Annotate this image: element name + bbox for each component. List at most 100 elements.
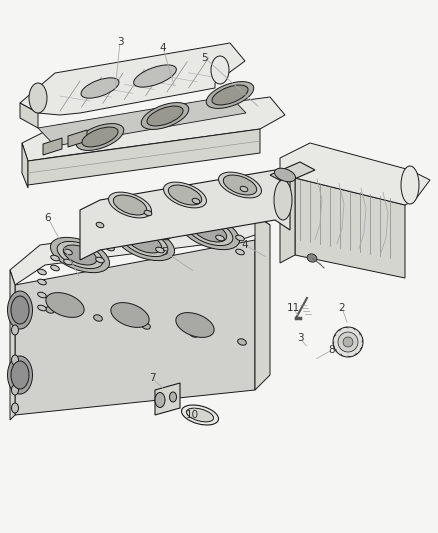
Polygon shape: [255, 215, 270, 390]
Ellipse shape: [155, 247, 164, 253]
Ellipse shape: [144, 211, 152, 216]
Ellipse shape: [113, 195, 147, 215]
Polygon shape: [22, 97, 285, 161]
Ellipse shape: [11, 355, 18, 365]
Ellipse shape: [176, 313, 214, 337]
Ellipse shape: [11, 361, 29, 389]
Polygon shape: [20, 103, 38, 128]
Text: 5: 5: [201, 53, 208, 63]
Polygon shape: [10, 270, 15, 420]
Ellipse shape: [64, 245, 97, 265]
Ellipse shape: [338, 332, 358, 352]
Ellipse shape: [76, 124, 124, 150]
Text: 10: 10: [185, 410, 198, 420]
Polygon shape: [38, 96, 246, 146]
Ellipse shape: [161, 234, 170, 240]
Ellipse shape: [57, 241, 103, 269]
Ellipse shape: [215, 235, 224, 241]
Ellipse shape: [11, 385, 18, 395]
Ellipse shape: [11, 403, 18, 413]
Ellipse shape: [275, 168, 296, 182]
Polygon shape: [280, 178, 295, 263]
Ellipse shape: [343, 337, 353, 347]
Ellipse shape: [236, 235, 244, 241]
Ellipse shape: [7, 291, 32, 329]
Ellipse shape: [307, 254, 317, 262]
Ellipse shape: [109, 192, 152, 218]
Ellipse shape: [106, 245, 114, 251]
Text: 4: 4: [160, 43, 166, 53]
Ellipse shape: [64, 259, 72, 265]
Ellipse shape: [238, 339, 246, 345]
Text: 6: 6: [45, 213, 51, 223]
Ellipse shape: [155, 392, 165, 408]
Text: 11: 11: [286, 303, 300, 313]
Ellipse shape: [51, 255, 59, 261]
Polygon shape: [295, 178, 405, 278]
Polygon shape: [80, 170, 290, 260]
Ellipse shape: [181, 405, 219, 425]
Text: 3: 3: [117, 37, 124, 47]
Polygon shape: [10, 215, 270, 285]
Ellipse shape: [50, 237, 110, 273]
Ellipse shape: [46, 307, 54, 313]
Ellipse shape: [38, 269, 46, 275]
Ellipse shape: [46, 293, 84, 317]
Ellipse shape: [206, 82, 254, 108]
Ellipse shape: [81, 78, 119, 98]
Polygon shape: [20, 43, 245, 115]
Ellipse shape: [38, 292, 46, 298]
Polygon shape: [280, 143, 430, 205]
Ellipse shape: [187, 408, 214, 422]
Ellipse shape: [168, 185, 202, 205]
Ellipse shape: [401, 166, 419, 204]
Ellipse shape: [38, 305, 46, 311]
Ellipse shape: [219, 172, 261, 198]
Ellipse shape: [221, 222, 230, 228]
Ellipse shape: [96, 222, 104, 228]
Ellipse shape: [122, 229, 168, 256]
Polygon shape: [43, 138, 62, 155]
Ellipse shape: [212, 85, 248, 105]
Ellipse shape: [95, 257, 104, 263]
Ellipse shape: [134, 65, 177, 87]
Ellipse shape: [141, 102, 189, 130]
Ellipse shape: [64, 249, 72, 255]
Text: 3: 3: [297, 333, 303, 343]
Ellipse shape: [111, 303, 149, 327]
Ellipse shape: [223, 175, 257, 195]
Polygon shape: [28, 129, 260, 185]
Ellipse shape: [82, 127, 118, 147]
Polygon shape: [68, 130, 87, 147]
Ellipse shape: [116, 225, 175, 261]
Polygon shape: [155, 383, 180, 415]
Ellipse shape: [274, 180, 292, 220]
Text: 8: 8: [328, 345, 336, 355]
Ellipse shape: [240, 186, 248, 192]
Ellipse shape: [141, 323, 150, 329]
Ellipse shape: [128, 233, 162, 253]
Ellipse shape: [180, 214, 240, 249]
Text: 4: 4: [242, 240, 248, 250]
Ellipse shape: [51, 265, 59, 271]
Text: 7: 7: [148, 373, 155, 383]
Ellipse shape: [38, 279, 46, 285]
Ellipse shape: [94, 315, 102, 321]
Ellipse shape: [333, 327, 363, 357]
Ellipse shape: [192, 198, 200, 204]
Polygon shape: [22, 143, 28, 188]
Ellipse shape: [147, 106, 183, 126]
Ellipse shape: [11, 296, 29, 324]
Ellipse shape: [29, 83, 47, 113]
Polygon shape: [270, 162, 315, 183]
Ellipse shape: [163, 182, 206, 208]
Ellipse shape: [7, 356, 32, 394]
Ellipse shape: [193, 222, 227, 242]
Ellipse shape: [170, 392, 177, 402]
Ellipse shape: [190, 331, 198, 337]
Ellipse shape: [211, 56, 229, 84]
Text: 2: 2: [339, 303, 345, 313]
Ellipse shape: [236, 249, 244, 255]
Ellipse shape: [187, 219, 233, 246]
Polygon shape: [15, 240, 255, 415]
